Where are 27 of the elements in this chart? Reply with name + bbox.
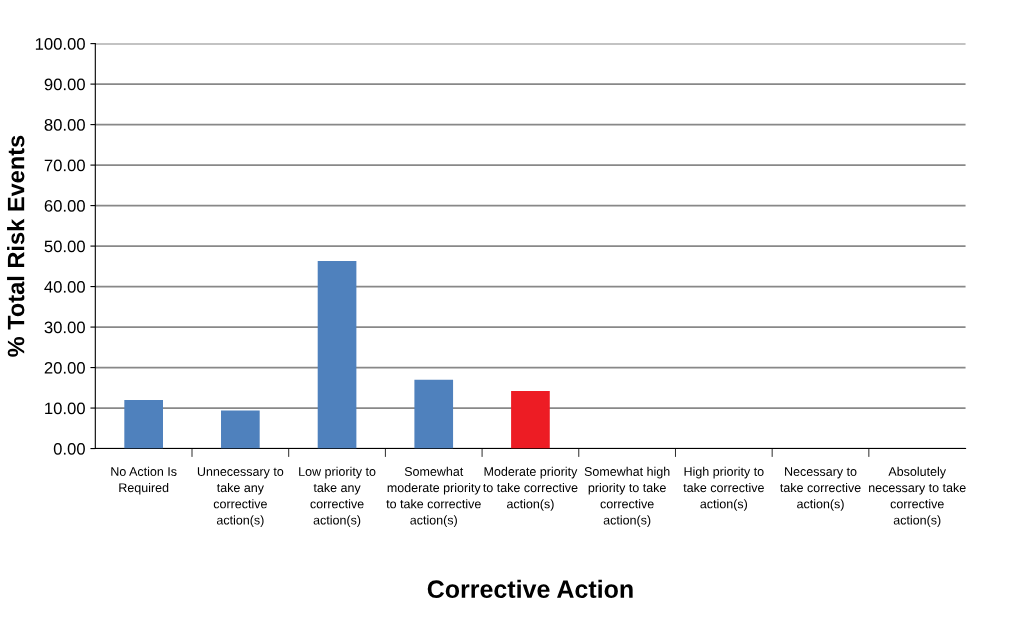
x-axis-title: Corrective Action (427, 579, 633, 599)
x-tick-label: High priority to take corrective action(s) (683, 466, 764, 511)
y-tick-label: 70.00 (44, 159, 85, 172)
bar (511, 391, 550, 449)
x-tick-label: Somewhat high priority to take corrective action(s) (584, 466, 670, 527)
y-tick-label: 40.00 (44, 280, 85, 293)
x-tick-label: Necessary to take corrective action(s) (780, 467, 861, 511)
x-tick-label: Unnecessary to take any corrective action(s) (197, 467, 284, 527)
x-tick-label: Low priority to take any corrective action(s) (299, 466, 376, 527)
y-tick-label: 80.00 (44, 119, 85, 131)
bar (221, 410, 260, 449)
bar (124, 399, 163, 449)
y-axis-title: % Total Risk Events (7, 135, 25, 357)
x-tick-label: Moderate priority to take corrective action(s) (483, 466, 578, 511)
y-tick-label: 50.00 (44, 240, 85, 253)
x-tick-label: No Action Is Required (111, 466, 177, 495)
x-tick-label: Absolutely necessary to take corrective action(s) (869, 466, 966, 527)
x-tick-label: Somewhat moderate priority to take corrective action(s) (386, 466, 481, 527)
y-tick-label: 0.00 (53, 442, 85, 455)
y-tick-label: 60.00 (44, 199, 85, 212)
bar (414, 379, 454, 449)
y-tick-label: 20.00 (44, 361, 85, 374)
y-tick-label: 30.00 (44, 321, 85, 334)
y-tick-label: 90.00 (44, 78, 85, 91)
y-tick-label: 10.00 (45, 402, 85, 415)
bar (317, 261, 357, 449)
y-tick-label: 100.00 (35, 38, 85, 50)
